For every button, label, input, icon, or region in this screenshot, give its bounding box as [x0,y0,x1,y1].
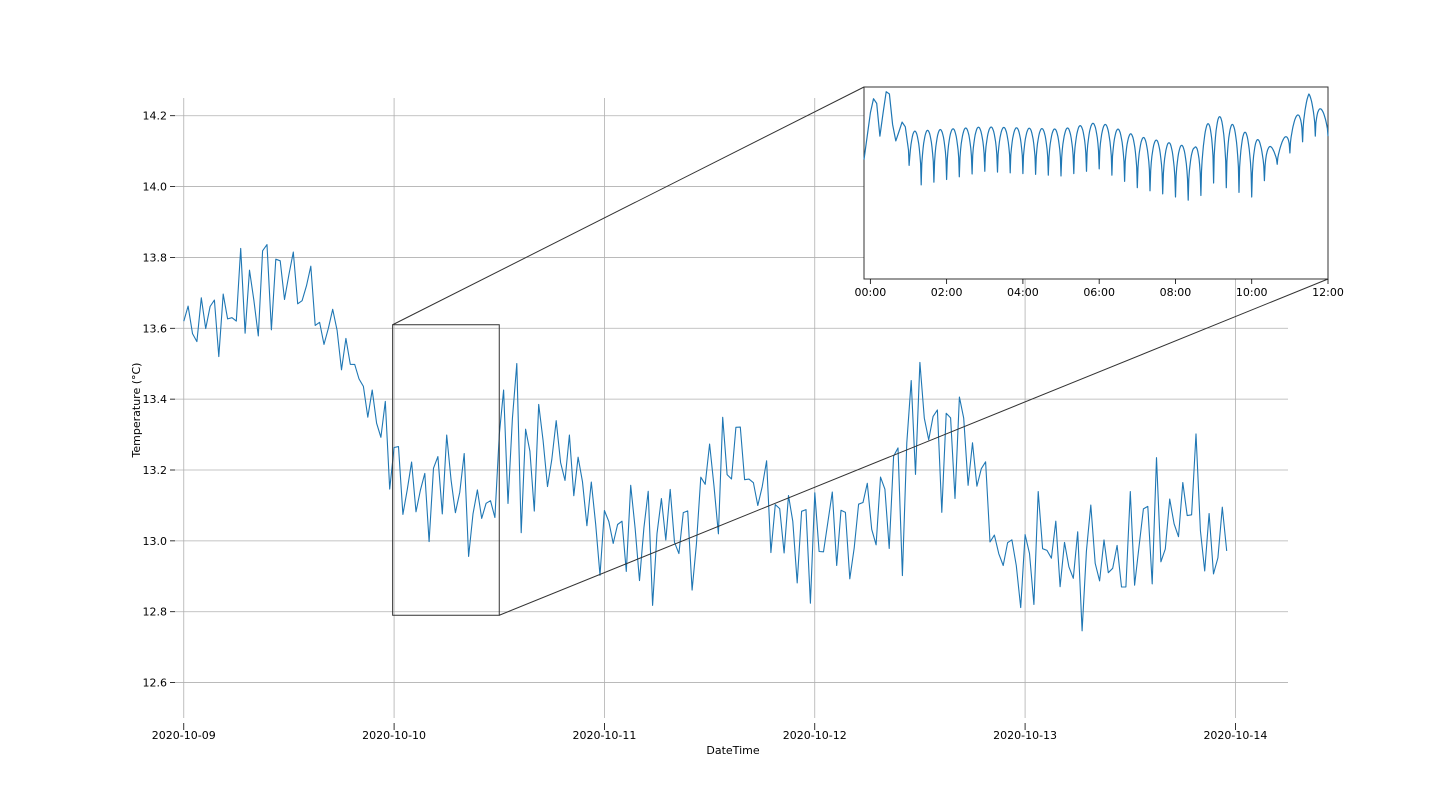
y-tick-label: 13.2 [143,464,168,477]
main-series [183,244,1228,632]
inset-zoom-panel: 00:00 02:00 04:00 06:00 08:00 10:00 12:00 [855,86,1344,299]
y-tick-label: 12.8 [143,606,168,619]
y-tick-label: 13.6 [143,322,168,335]
y-tick-label: 14.0 [143,181,168,194]
main-axes: 12.6 12.8 13.0 13.2 13.4 13.6 13.8 14.0 14.2 2020… [143,110,1268,742]
inset-x-tick-label: 10:00 [1236,286,1268,299]
zoom-region-box [392,324,500,616]
y-tick-label: 13.4 [143,393,168,406]
y-axis-label: Temperature (°C) [130,363,143,459]
x-tick-label: 2020-10-12 [783,729,847,742]
inset-x-tick-label: 08:00 [1160,286,1192,299]
y-tick-label: 13.8 [143,251,168,264]
inset-x-tick-label: 06:00 [1083,286,1115,299]
x-tick-label: 2020-10-10 [362,729,426,742]
zoom-connector-bottom [499,278,1329,616]
x-axis-label: DateTime [706,744,759,757]
x-tick-label: 2020-10-13 [993,729,1057,742]
inset-frame [863,86,1329,280]
main-grid [175,98,1288,718]
inset-x-tick-label: 02:00 [931,286,963,299]
inset-x-tick-label: 04:00 [1007,286,1039,299]
main-series-line [183,244,1228,632]
y-tick-label: 12.6 [143,677,168,690]
x-tick-label: 2020-10-14 [1203,729,1267,742]
y-tick-label: 14.2 [143,110,168,123]
inset-x-tick-label: 12:00 [1312,286,1344,299]
x-tick-label: 2020-10-11 [572,729,636,742]
zoom-connector-top [392,86,865,326]
inset-series-line [863,91,1329,201]
y-tick-label: 13.0 [143,535,168,548]
inset-x-tick-label: 00:00 [855,286,887,299]
x-tick-label: 2020-10-09 [152,729,216,742]
zoom-indicator [392,86,1329,616]
